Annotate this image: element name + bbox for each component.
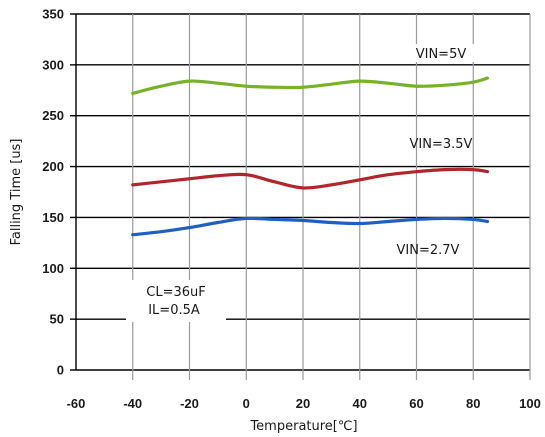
y-axis-label: Falling Time [us] bbox=[9, 139, 24, 246]
annotation-il: IL=0.5A bbox=[148, 303, 200, 318]
x-tick-label: -20 bbox=[180, 396, 199, 411]
x-tick-label: 100 bbox=[519, 396, 541, 411]
y-tick-label: 150 bbox=[42, 210, 64, 225]
x-tick-label: 20 bbox=[296, 396, 310, 411]
x-tick-label: -40 bbox=[123, 396, 142, 411]
x-tick-label: 80 bbox=[466, 396, 480, 411]
annotation-vin27: VIN=2.7V bbox=[397, 243, 460, 258]
annotation-vin5: VIN=5V bbox=[416, 47, 467, 62]
y-tick-label: 350 bbox=[42, 7, 64, 22]
annotation-backdrop bbox=[407, 44, 477, 62]
annotation-vin35: VIN=3.5V bbox=[410, 137, 473, 152]
annotations: VIN=5V VIN=3.5V VIN=2.7V CL=36uF IL=0.5A bbox=[146, 44, 477, 318]
x-tick-label: 0 bbox=[243, 396, 250, 411]
series-line-vin-5v bbox=[131, 76, 490, 95]
x-axis-label: Temperature[℃] bbox=[249, 419, 357, 434]
y-tick-label: 300 bbox=[42, 57, 64, 72]
x-tick-label: 40 bbox=[353, 396, 367, 411]
x-tick-label: -60 bbox=[67, 396, 86, 411]
series-line-vin-2-7v bbox=[131, 216, 490, 237]
series-line-vin-3-5v bbox=[131, 167, 490, 190]
annotation-cl: CL=36uF bbox=[146, 285, 205, 300]
y-tick-label: 100 bbox=[42, 261, 64, 276]
grid bbox=[70, 13, 531, 380]
y-tick-label: 0 bbox=[57, 363, 64, 378]
series-layer bbox=[131, 76, 490, 237]
tick-labels: 0 50 100 150 200 250 300 350 -60 -40 -20 0 20 40 60 80 1… bbox=[42, 7, 541, 412]
y-tick-label: 200 bbox=[42, 159, 64, 174]
y-tick-label: 50 bbox=[50, 312, 64, 327]
y-tick-label: 250 bbox=[42, 108, 64, 123]
x-tick-label: 60 bbox=[409, 396, 423, 411]
